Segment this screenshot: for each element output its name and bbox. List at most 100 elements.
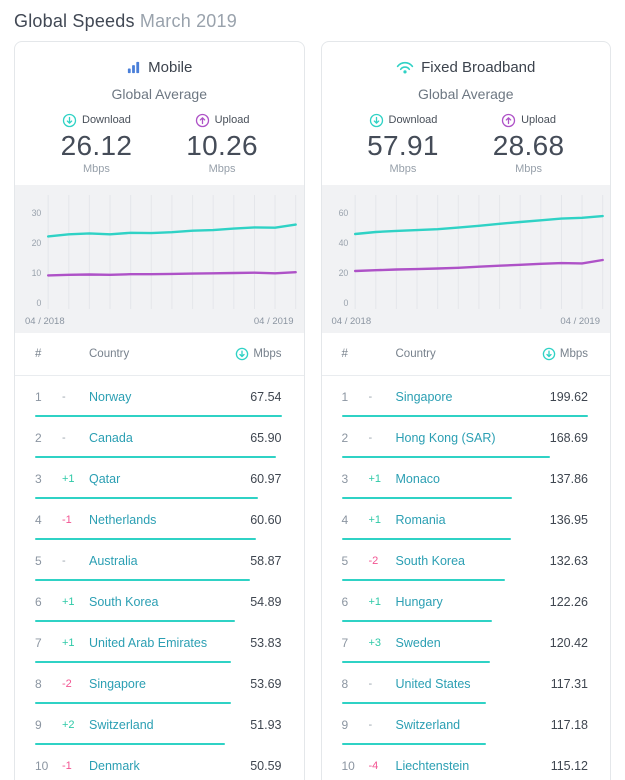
country-link[interactable]: Sweden bbox=[395, 635, 441, 650]
table-row: 7 +3 Sweden 120.42 bbox=[322, 622, 611, 663]
rank: 10 bbox=[35, 758, 49, 773]
speed-value: 67.54 bbox=[250, 389, 282, 404]
speed-bar bbox=[35, 702, 231, 704]
table-header: # Country Mbps bbox=[15, 333, 304, 376]
download-value: 26.12 bbox=[60, 130, 133, 161]
country-link[interactable]: Singapore bbox=[395, 389, 453, 404]
speed-value: 168.69 bbox=[549, 430, 588, 445]
rank: 1 bbox=[35, 389, 42, 404]
svg-text:0: 0 bbox=[36, 298, 41, 308]
rank: 3 bbox=[341, 471, 349, 486]
rank-change: +1 bbox=[62, 636, 75, 649]
speed-value: 120.42 bbox=[549, 635, 588, 650]
x-axis-start-label: 04 / 2018 bbox=[25, 316, 65, 327]
country-link[interactable]: South Korea bbox=[89, 594, 159, 609]
upload-arrow-icon bbox=[195, 113, 209, 127]
country-link[interactable]: United Arab Emirates bbox=[89, 635, 208, 650]
country-link[interactable]: Monaco bbox=[395, 471, 440, 486]
country-link[interactable]: Denmark bbox=[89, 758, 140, 773]
speed-header: Mbps bbox=[253, 348, 282, 360]
speed-value: 132.63 bbox=[549, 553, 588, 568]
speed-bar bbox=[341, 702, 487, 704]
rank-change: +1 bbox=[368, 472, 382, 485]
table-row: 4 -1 Netherlands 60.60 bbox=[15, 499, 304, 540]
download-arrow-icon bbox=[62, 113, 77, 127]
upload-unit: Mbps bbox=[208, 163, 236, 175]
rank: 9 bbox=[35, 717, 42, 732]
table-row: 1 - Norway 67.54 bbox=[15, 376, 304, 417]
speed-value: 60.60 bbox=[250, 512, 282, 527]
download-arrow-icon bbox=[542, 347, 556, 361]
download-unit: Mbps bbox=[389, 163, 417, 175]
speed-bar bbox=[341, 661, 491, 663]
download-arrow-icon bbox=[236, 347, 249, 361]
line-chart: 0 10 20 30 bbox=[32, 195, 297, 309]
speed-bar bbox=[35, 579, 250, 581]
country-link[interactable]: Liechtenstein bbox=[395, 758, 470, 773]
rank-change: +1 bbox=[368, 595, 382, 608]
rank-change: - bbox=[62, 431, 66, 444]
speed-value: 199.62 bbox=[549, 389, 588, 404]
upload-stat: Upload 28.68 Mbps bbox=[493, 112, 565, 175]
rank-change: +1 bbox=[62, 472, 75, 485]
rank-change: -2 bbox=[62, 677, 72, 690]
wifi-icon bbox=[396, 61, 414, 74]
rank: 10 bbox=[341, 758, 355, 773]
table-row: 5 - Australia 58.87 bbox=[15, 540, 304, 581]
download-stat: Download 57.91 Mbps bbox=[367, 112, 439, 175]
country-link[interactable]: Singapore bbox=[89, 676, 146, 691]
speed-value: 117.18 bbox=[550, 717, 588, 732]
table-row: 3 +1 Qatar 60.97 bbox=[15, 458, 304, 499]
page-subtitle: March 2019 bbox=[139, 11, 237, 31]
table-row: 8 -2 Singapore 53.69 bbox=[15, 663, 304, 704]
table-row: 2 - Canada 65.90 bbox=[15, 417, 304, 458]
country-link[interactable]: United States bbox=[395, 676, 471, 691]
country-link[interactable]: South Korea bbox=[395, 553, 466, 568]
upload-label: Upload bbox=[214, 114, 250, 126]
speed-bar bbox=[35, 456, 276, 458]
country-link[interactable]: Romania bbox=[395, 512, 446, 527]
rank: 8 bbox=[35, 676, 42, 691]
panel-header: Mobile Global Average Download 26.12 Mbp… bbox=[15, 42, 304, 185]
speed-value: 115.12 bbox=[550, 758, 588, 773]
speed-bar bbox=[341, 497, 512, 499]
country-link[interactable]: Australia bbox=[89, 553, 138, 568]
speed-trend-chart: 0 10 20 30 04 / 2018 04 / 2019 bbox=[15, 185, 304, 333]
rank-change: -1 bbox=[62, 513, 72, 526]
speed-value: 65.90 bbox=[250, 430, 282, 445]
rank-change: -4 bbox=[368, 759, 379, 772]
line-chart: 0 20 40 60 bbox=[338, 195, 604, 309]
table-row: 8 - United States 117.31 bbox=[322, 663, 611, 704]
table-row: 6 +1 South Korea 54.89 bbox=[15, 581, 304, 622]
country-link[interactable]: Hungary bbox=[395, 594, 443, 609]
rank-change: - bbox=[62, 390, 66, 403]
download-stat: Download 26.12 Mbps bbox=[61, 112, 133, 175]
rank-change: +3 bbox=[368, 636, 382, 649]
rank-change: +1 bbox=[62, 595, 75, 608]
upload-arrow-icon bbox=[501, 113, 516, 127]
download-value: 57.91 bbox=[367, 130, 439, 161]
rank-change: - bbox=[368, 431, 373, 444]
country-link[interactable]: Canada bbox=[89, 430, 133, 445]
speed-bar bbox=[341, 456, 550, 458]
speed-bar bbox=[341, 620, 493, 622]
global-average-label: Global Average bbox=[111, 86, 207, 102]
country-link[interactable]: Netherlands bbox=[89, 512, 157, 527]
rank: 1 bbox=[341, 389, 349, 404]
speed-value: 122.26 bbox=[549, 594, 588, 609]
country-link[interactable]: Hong Kong (SAR) bbox=[395, 430, 496, 445]
country-link[interactable]: Switzerland bbox=[89, 717, 154, 732]
rank: 7 bbox=[35, 635, 42, 650]
svg-text:10: 10 bbox=[32, 268, 42, 278]
ranking-table: 1 - Singapore 199.62 2 - Hong Kong (SAR)… bbox=[322, 376, 611, 780]
speed-header: Mbps bbox=[559, 348, 588, 360]
country-link[interactable]: Norway bbox=[89, 389, 132, 404]
speed-value: 53.83 bbox=[250, 635, 282, 650]
table-row: 10 -1 Denmark 50.59 bbox=[15, 745, 304, 780]
rank-change: - bbox=[368, 390, 373, 403]
country-link[interactable]: Switzerland bbox=[395, 717, 461, 732]
country-link[interactable]: Qatar bbox=[89, 471, 121, 486]
download-arrow-icon bbox=[369, 113, 383, 127]
speed-bar bbox=[35, 415, 282, 417]
rank: 5 bbox=[341, 553, 349, 568]
